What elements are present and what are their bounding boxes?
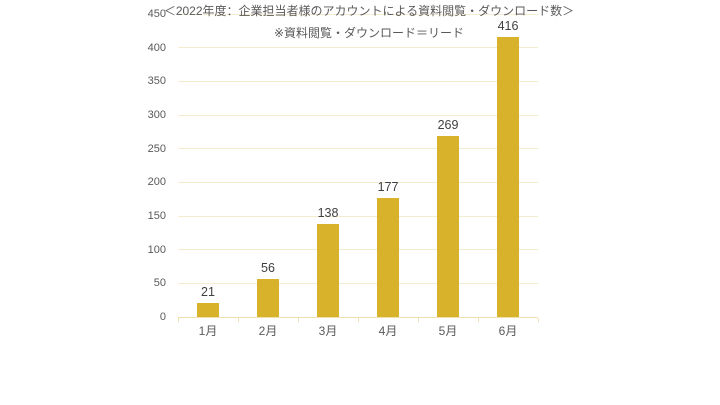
gridline [178,47,538,49]
y-axis-label: 50 [153,277,166,290]
x-axis-tick [478,318,479,322]
bar-value-label: 56 [261,261,275,276]
bar-value-label: 177 [377,179,399,194]
x-axis-tick [178,318,179,322]
y-axis-label: 400 [147,41,166,54]
bar-chart: 21 56 138 177 269 416 0 50 100 150 200 250 300 350 40… [147,8,539,338]
bar-value-label: 138 [317,206,339,221]
bar [437,135,459,317]
x-axis-tick [238,318,239,322]
bar [377,197,399,317]
x-axis-label: 6月 [498,324,518,338]
y-axis-label: 350 [147,75,166,88]
chart-caption: ＜2022年度：企業担当者様のアカウントによる資料閲覧・ダウンロード数＞ ※資料… [9,0,720,44]
x-axis-tick [358,318,359,322]
x-axis-label: 1月 [198,324,218,338]
x-axis-tick [298,318,299,322]
caption-line-2: ※資料閲覧・ダウンロード＝リード [273,26,465,40]
gridline [178,80,538,82]
x-axis-label: 5月 [438,324,458,338]
x-axis-label: 4月 [378,324,398,338]
bar-value-label: 269 [437,117,459,132]
plot-area: 21 56 138 177 269 416 [178,13,538,318]
x-axis-tick [538,318,539,322]
x-axis-label: 2月 [258,324,278,338]
gridline [178,13,538,15]
bar [197,302,219,317]
bar-value-label: 416 [497,18,519,33]
gridline [178,114,538,116]
y-axis-label: 250 [147,142,166,155]
y-axis-label: 300 [147,109,166,121]
caption-line-1: ＜2022年度：企業担当者様のアカウントによる資料閲覧・ダウンロード数＞ [163,4,575,18]
y-axis-label: 450 [147,8,166,20]
gridline [178,249,538,251]
bar [257,279,279,317]
gridline [178,215,538,217]
y-axis-label: 200 [147,176,166,189]
bar [497,36,519,317]
x-axis-tick [418,318,419,322]
gridline [178,181,538,183]
y-axis-label: 0 [159,311,166,323]
y-axis-label: 150 [147,210,166,222]
y-axis-label: 100 [147,243,166,256]
bar-value-label: 21 [201,284,215,299]
gridline [178,282,538,284]
gridline [178,148,538,150]
bar [317,224,339,317]
x-axis-label: 3月 [318,324,338,338]
